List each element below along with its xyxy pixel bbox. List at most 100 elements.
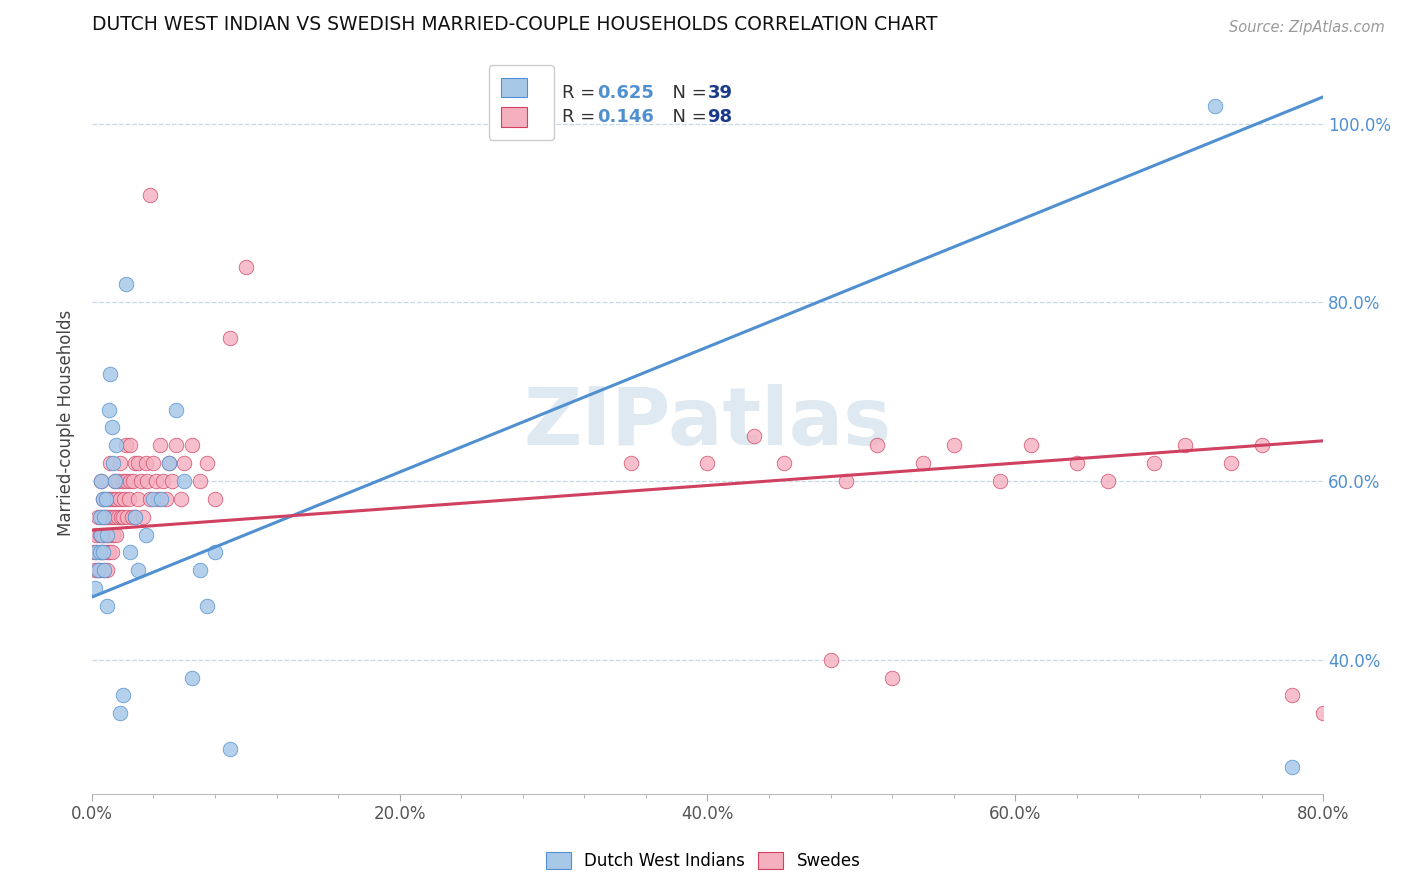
Point xyxy=(166,438,188,452)
Text: 0.146: 0.146 xyxy=(596,109,654,127)
Point xyxy=(89,545,111,559)
Point xyxy=(1066,456,1088,470)
Point xyxy=(87,563,110,577)
Point xyxy=(94,509,117,524)
Point xyxy=(82,545,104,559)
Point xyxy=(152,474,174,488)
Point xyxy=(142,456,165,470)
Point xyxy=(619,456,641,470)
Point xyxy=(127,491,149,506)
Text: DUTCH WEST INDIAN VS SWEDISH MARRIED-COUPLE HOUSEHOLDS CORRELATION CHART: DUTCH WEST INDIAN VS SWEDISH MARRIED-COU… xyxy=(91,15,938,34)
Point xyxy=(96,527,118,541)
Point xyxy=(94,491,117,506)
Point xyxy=(204,545,226,559)
Point xyxy=(91,527,114,541)
Point xyxy=(84,581,107,595)
Point xyxy=(93,509,115,524)
Point xyxy=(105,491,128,506)
Point xyxy=(148,438,170,452)
Point xyxy=(942,438,965,452)
Point xyxy=(94,545,117,559)
Point xyxy=(142,491,165,506)
Point xyxy=(911,456,934,470)
Point xyxy=(107,509,129,524)
Point xyxy=(882,671,904,685)
Point xyxy=(124,509,146,524)
Point xyxy=(97,509,120,524)
Point xyxy=(86,545,108,559)
Point xyxy=(110,509,132,524)
Point xyxy=(696,456,718,470)
Point xyxy=(131,509,153,524)
Point xyxy=(1174,438,1197,452)
Point xyxy=(101,420,124,434)
Point xyxy=(1143,456,1166,470)
Point xyxy=(1281,760,1303,774)
Point xyxy=(157,456,180,470)
Text: R =: R = xyxy=(562,109,602,127)
Text: N =: N = xyxy=(661,84,713,102)
Point xyxy=(98,491,121,506)
Point xyxy=(90,509,112,524)
Point xyxy=(104,474,127,488)
Point xyxy=(166,402,188,417)
Point xyxy=(93,563,115,577)
Point xyxy=(90,545,112,559)
Point xyxy=(219,331,242,345)
Text: 0.625: 0.625 xyxy=(596,84,654,102)
Point xyxy=(86,545,108,559)
Point xyxy=(180,671,202,685)
Point xyxy=(1204,99,1226,113)
Point xyxy=(160,474,183,488)
Point xyxy=(1281,689,1303,703)
Point xyxy=(988,474,1011,488)
Point xyxy=(127,563,149,577)
Point xyxy=(101,545,124,559)
Point xyxy=(173,474,195,488)
Point xyxy=(98,367,121,381)
Point xyxy=(866,438,889,452)
Point xyxy=(139,188,162,202)
Point xyxy=(103,456,125,470)
Text: 39: 39 xyxy=(707,84,733,102)
Text: ZIPatlas: ZIPatlas xyxy=(523,384,891,462)
Point xyxy=(96,563,118,577)
Point xyxy=(84,563,107,577)
Legend: , : , xyxy=(489,65,554,140)
Point xyxy=(120,474,142,488)
Legend: Dutch West Indians, Swedes: Dutch West Indians, Swedes xyxy=(538,845,868,877)
Point xyxy=(139,491,162,506)
Point xyxy=(108,456,131,470)
Point xyxy=(105,527,128,541)
Point xyxy=(98,527,121,541)
Text: R =: R = xyxy=(562,84,602,102)
Point xyxy=(90,527,112,541)
Point xyxy=(91,491,114,506)
Point xyxy=(157,456,180,470)
Point xyxy=(111,474,134,488)
Point xyxy=(114,474,136,488)
Point xyxy=(90,474,112,488)
Point xyxy=(1097,474,1119,488)
Point xyxy=(91,491,114,506)
Point xyxy=(96,599,118,613)
Point xyxy=(89,563,111,577)
Point xyxy=(150,491,173,506)
Point xyxy=(108,706,131,721)
Point xyxy=(188,474,211,488)
Point xyxy=(98,456,121,470)
Point xyxy=(129,474,152,488)
Point xyxy=(114,277,136,292)
Point xyxy=(204,491,226,506)
Point xyxy=(835,474,858,488)
Point xyxy=(1250,438,1272,452)
Y-axis label: Married-couple Households: Married-couple Households xyxy=(58,310,75,536)
Point xyxy=(127,456,149,470)
Point xyxy=(135,527,157,541)
Point xyxy=(114,438,136,452)
Point xyxy=(219,742,242,756)
Point xyxy=(155,491,177,506)
Point xyxy=(107,474,129,488)
Point xyxy=(96,527,118,541)
Text: N =: N = xyxy=(661,109,713,127)
